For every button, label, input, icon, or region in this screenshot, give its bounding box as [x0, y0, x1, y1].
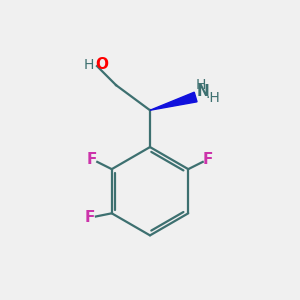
Polygon shape [150, 92, 197, 110]
Text: H: H [84, 58, 94, 72]
Text: N: N [196, 84, 209, 99]
Text: O: O [95, 57, 108, 72]
Text: F: F [203, 152, 213, 167]
Text: F: F [85, 210, 95, 225]
Text: ·H: ·H [205, 92, 220, 106]
Text: H: H [196, 78, 206, 92]
Text: F: F [87, 152, 97, 167]
